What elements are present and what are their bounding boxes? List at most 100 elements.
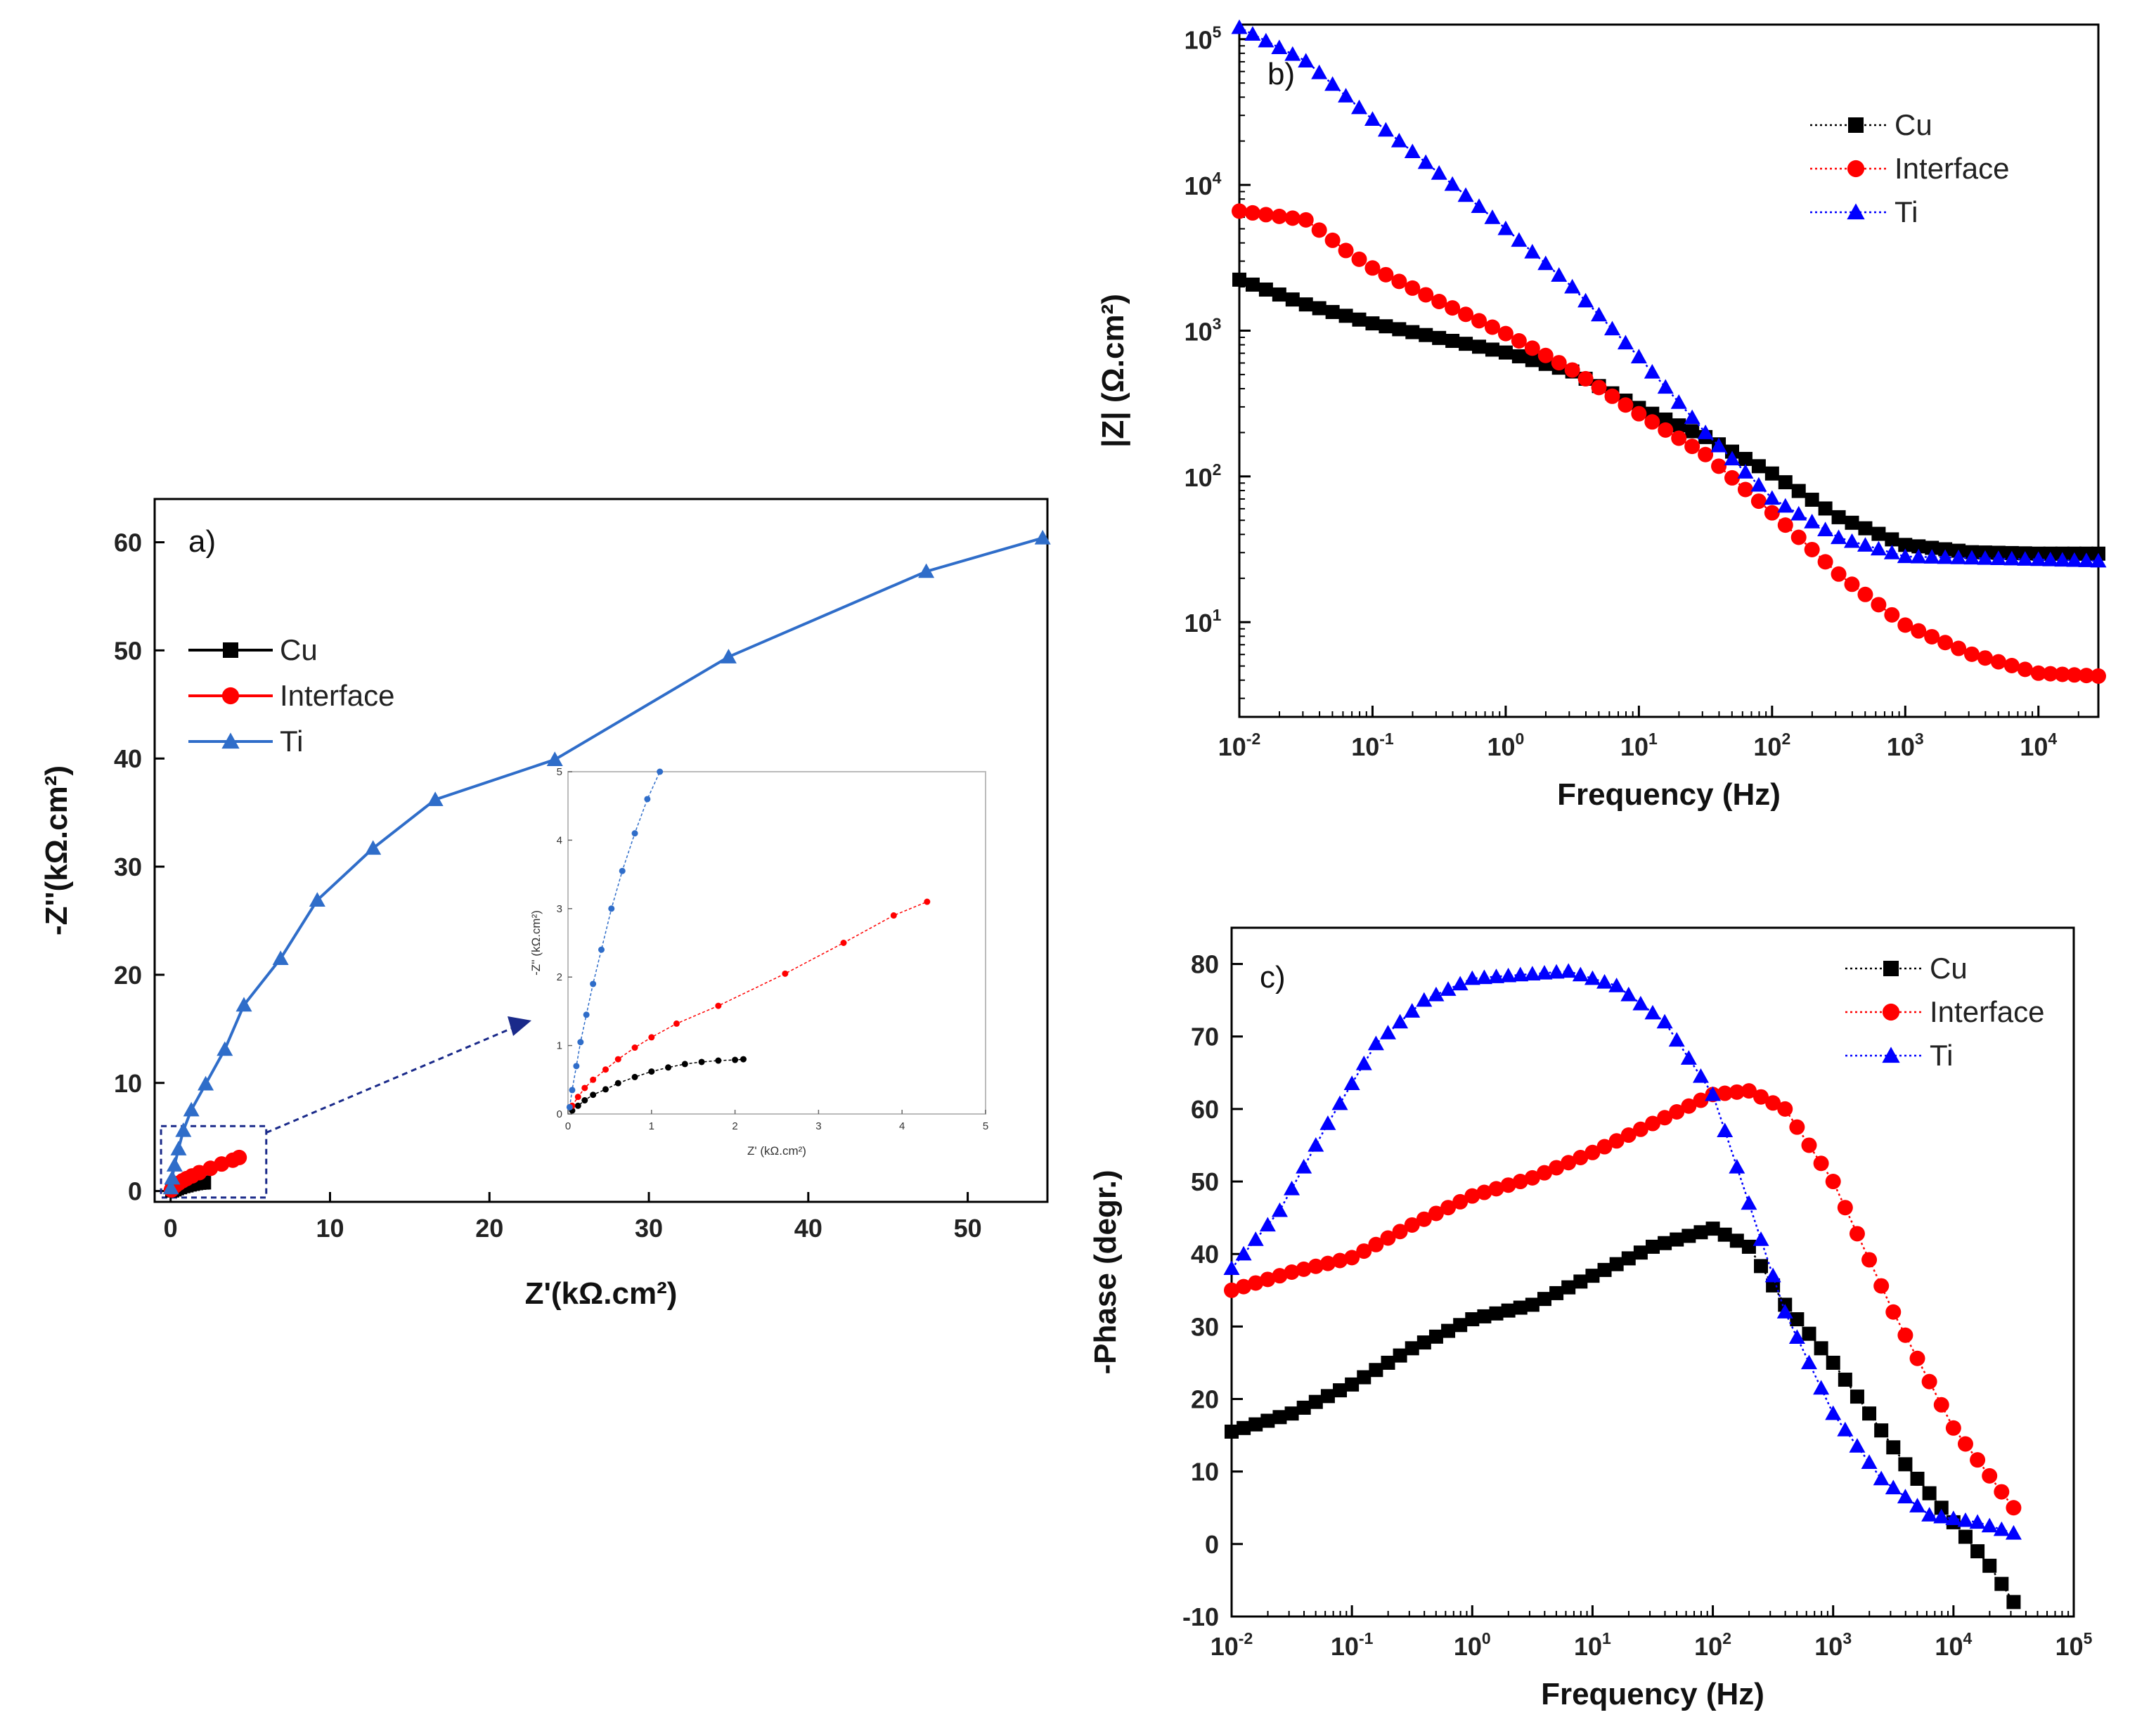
data-point-cu	[1778, 475, 1793, 490]
inset-y-axis-label: -Z'' (kΩ.cm²)	[529, 910, 543, 976]
data-point-interface	[1332, 1252, 1348, 1269]
data-point-ti	[1235, 1245, 1252, 1261]
series-line-interface	[1239, 210, 2099, 678]
data-point-cu	[1498, 345, 1513, 360]
data-point-ti	[1247, 1231, 1264, 1246]
data-point-cu	[1459, 337, 1473, 351]
data-point-interface	[1511, 332, 1527, 349]
data-point-interface	[1549, 1160, 1565, 1176]
data-point-ti	[1804, 514, 1821, 529]
data-point-interface	[1604, 388, 1620, 404]
data-point-interface	[1618, 397, 1634, 413]
data-point-cu	[1325, 304, 1340, 319]
data-point-interface	[1911, 623, 1927, 639]
data-point-cu	[1485, 342, 1499, 357]
data-point-ti	[1737, 464, 1754, 479]
data-point-ti	[1271, 1202, 1288, 1217]
y-tick-label: 103	[1185, 314, 1222, 346]
inset-x-tick-label: 5	[983, 1120, 988, 1132]
data-point-ti	[2078, 552, 2095, 567]
data-point-cu	[1258, 282, 1273, 297]
data-point-ti	[1680, 1050, 1697, 1065]
data-point-interface	[1837, 1200, 1853, 1216]
data-point-ti	[2005, 1524, 2022, 1540]
chart-a-nyquist: 0 10 20 30 40 500102030405060Z'(kΩ.cm²)-Z''(k…	[39, 498, 1051, 1311]
data-point-ti	[1338, 88, 1355, 103]
inset-x-tick-label: 2	[732, 1120, 737, 1132]
data-point-ti	[1764, 490, 1781, 505]
x-tick-label: 102	[1694, 1629, 1731, 1661]
data-point-cu	[1790, 1312, 1805, 1327]
data-point-interface	[2017, 661, 2033, 678]
data-point-ti	[1897, 1489, 1913, 1503]
data-point-cu	[1958, 1529, 1973, 1544]
data-point-interface	[1693, 1092, 1709, 1108]
data-point-interface	[1970, 1452, 1986, 1468]
data-point-cu	[1573, 1274, 1588, 1289]
data-point-cu	[1672, 418, 1686, 433]
data-point-ti	[1500, 967, 1517, 983]
y-tick-label: 102	[1185, 460, 1222, 492]
data-point-ti	[1343, 1075, 1360, 1090]
data-point-interface	[1591, 380, 1607, 396]
data-point-ti	[1788, 1329, 1805, 1345]
data-point-ti	[183, 1101, 200, 1117]
data-point-interface	[1669, 1104, 1685, 1120]
data-point-ti	[1497, 220, 1514, 235]
inset-x-tick-label: 0	[565, 1120, 571, 1132]
data-point-cu	[1818, 501, 1833, 516]
data-point-ti	[2066, 552, 2083, 567]
x-tick-label: 100	[1487, 730, 1524, 761]
data-point-ti	[1296, 1158, 1312, 1174]
data-point-cu	[1633, 1245, 1648, 1260]
data-point-cu	[1285, 292, 1300, 307]
data-point-interface	[1620, 1127, 1637, 1144]
data-point-cu	[1705, 1222, 1720, 1236]
data-point-interface	[1584, 1144, 1601, 1160]
panel-label: c)	[1260, 960, 1286, 995]
data-point-interface	[1392, 1224, 1408, 1240]
data-point-ti	[1813, 1380, 1830, 1395]
data-point-cu	[1511, 349, 1526, 363]
data-point-interface	[2078, 668, 2094, 684]
data-point-interface	[1790, 529, 1807, 545]
data-point-interface	[1308, 1258, 1324, 1274]
data-point-ti	[1684, 409, 1700, 425]
data-point-ti	[1271, 39, 1288, 54]
data-point-interface	[1717, 1085, 1733, 1101]
inset-y-tick-label: 5	[557, 766, 562, 778]
y-tick-label: 0	[128, 1177, 142, 1206]
data-point-interface	[1391, 273, 1407, 290]
data-point-ti	[1524, 966, 1541, 980]
data-point-ti	[1284, 46, 1301, 61]
inset-data-point-ti	[608, 905, 615, 912]
y-tick-label: 10	[114, 1069, 142, 1098]
data-point-interface	[1631, 406, 1647, 422]
legend-marker-interface	[1847, 160, 1865, 178]
legend-marker-cu	[223, 642, 238, 658]
data-point-interface	[1271, 208, 1287, 224]
inset-series-line-ti	[569, 771, 661, 1108]
data-point-interface	[1750, 493, 1767, 510]
data-point-ti	[1753, 1231, 1769, 1246]
data-point-cu	[1296, 1400, 1311, 1415]
inset-data-point-cu	[590, 1092, 597, 1099]
data-point-ti	[198, 1075, 214, 1091]
y-axis-label: -Phase (degr.)	[1088, 1170, 1123, 1375]
data-point-ti	[720, 649, 737, 663]
data-point-cu	[1537, 1292, 1551, 1307]
data-point-interface	[2006, 1500, 2022, 1516]
data-point-ti	[1223, 1260, 1240, 1276]
data-point-cu	[1237, 1420, 1251, 1435]
data-point-interface	[1364, 260, 1381, 276]
data-point-ti	[1870, 540, 1887, 556]
x-tick-label: 104	[1935, 1629, 1972, 1661]
data-point-cu	[1838, 1373, 1852, 1387]
data-point-ti	[217, 1041, 233, 1056]
data-point-cu	[1369, 1363, 1383, 1378]
data-point-ti	[1933, 1508, 1950, 1524]
data-point-cu	[1874, 1423, 1889, 1438]
data-point-cu	[1298, 297, 1313, 312]
data-point-cu	[1489, 1306, 1504, 1321]
data-point-ti	[164, 1170, 181, 1185]
